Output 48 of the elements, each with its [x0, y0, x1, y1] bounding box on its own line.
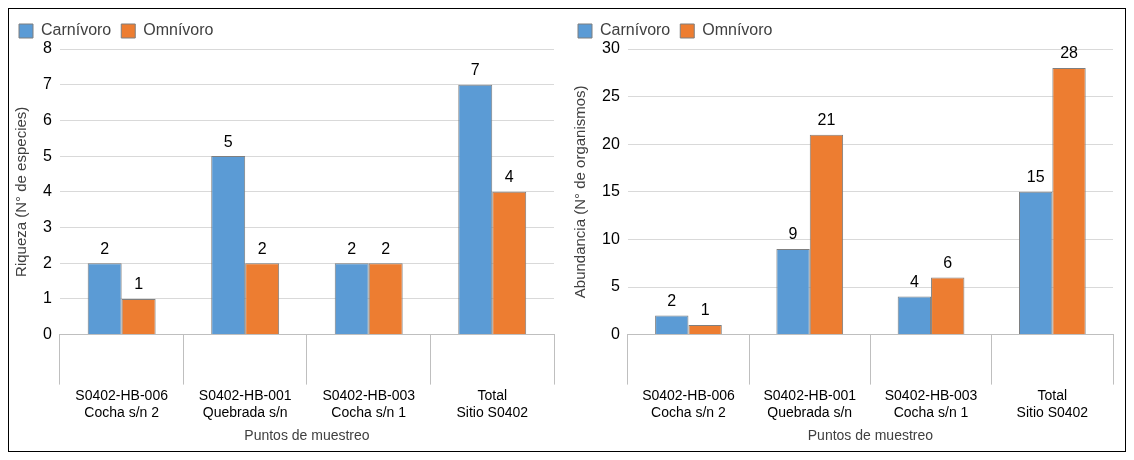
legend-label: Carnívoro	[41, 21, 112, 39]
legend-label: Omnívoro	[143, 21, 214, 39]
y-tick-label: 10	[602, 229, 620, 247]
y-tick-label: 3	[42, 217, 52, 235]
x-tick-label: S0402-HB-001 Quebrada s/n	[198, 386, 292, 420]
data-label: 6	[943, 253, 953, 271]
y-tick-label: 1	[42, 289, 52, 307]
y-tick-label: 5	[610, 277, 620, 295]
data-label: 4	[909, 272, 919, 290]
x-axis-title: Puntos de muestreo	[807, 427, 934, 444]
x-tick-label: S0402-HB-006 Cocha s/n 2	[75, 386, 169, 420]
y-axis-title: Abundancia (N° de organismos)	[571, 85, 589, 299]
data-label: 21	[817, 111, 836, 129]
y-tick-label: 4	[42, 182, 52, 200]
x-axis-title: Puntos de muestreo	[244, 427, 370, 444]
legend-label: Omnívoro	[702, 21, 773, 39]
x-tick-label: S0402-HB-001 Quebrada s/n	[763, 386, 857, 420]
y-axis-title: Riqueza (N° de especies)	[12, 106, 30, 277]
data-label: 1	[134, 275, 144, 293]
y-tick-label: 8	[42, 39, 52, 57]
data-label: 9	[788, 225, 798, 243]
y-tick-label: 0	[610, 325, 620, 343]
y-tick-label: 0	[42, 325, 52, 343]
y-tick-label: 6	[42, 110, 52, 128]
x-tick-label: S0402-HB-006 Cocha s/n 2	[642, 386, 735, 420]
y-tick-label: 7	[42, 75, 52, 93]
data-label: 5	[223, 132, 233, 150]
data-label: 2	[667, 291, 677, 309]
x-tick-label: Total Sitio S0402	[456, 386, 529, 420]
x-tick-label: Total Sitio S0402	[1016, 386, 1089, 420]
data-label: 2	[347, 239, 357, 257]
data-label: 28	[1060, 44, 1079, 62]
y-tick-label: 5	[42, 146, 52, 164]
data-label: 7	[470, 61, 480, 79]
y-tick-label: 25	[602, 87, 620, 105]
x-tick-label: S0402-HB-003 Cocha s/n 1	[322, 386, 416, 420]
legend-label: Carnívoro	[600, 21, 671, 39]
y-tick-label: 30	[602, 39, 620, 57]
data-label: 1	[700, 301, 710, 319]
data-label: 2	[257, 239, 267, 257]
data-label: 2	[100, 239, 110, 257]
y-tick-label: 2	[42, 253, 52, 271]
data-label: 2	[381, 239, 391, 257]
x-tick-label: S0402-HB-003 Cocha s/n 1	[884, 386, 978, 420]
y-tick-label: 15	[602, 182, 620, 200]
data-label: 15	[1026, 168, 1045, 186]
y-tick-label: 20	[602, 134, 620, 152]
data-label: 4	[504, 168, 514, 186]
